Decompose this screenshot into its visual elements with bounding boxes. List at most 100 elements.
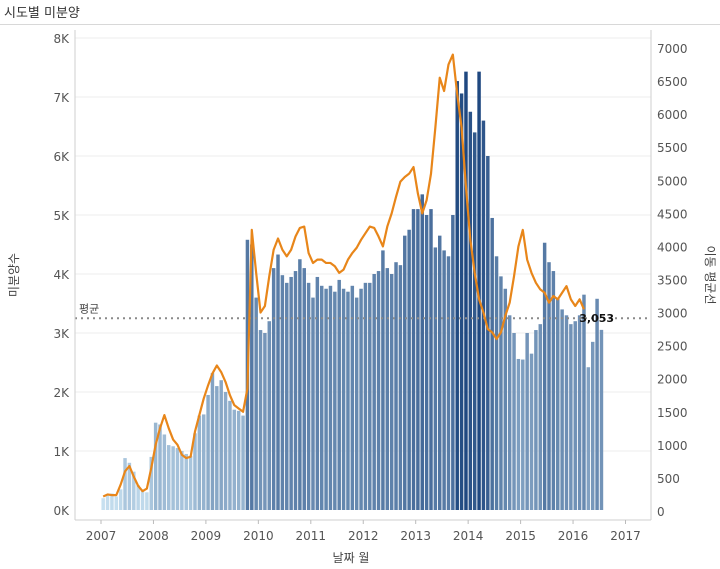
y2-tick-label: 3500 — [657, 274, 688, 288]
bar — [285, 282, 289, 510]
x-tick-label: 2007 — [86, 529, 117, 543]
bar — [114, 496, 119, 510]
bar — [407, 229, 411, 510]
bar — [219, 380, 223, 510]
bar — [276, 254, 280, 510]
bar — [215, 386, 219, 510]
bar — [368, 282, 372, 510]
bar — [534, 330, 538, 510]
bar — [228, 400, 232, 510]
bar — [595, 298, 599, 510]
bar — [236, 410, 241, 510]
bar — [438, 235, 442, 510]
bar — [464, 71, 468, 510]
bar — [132, 471, 136, 510]
bar — [153, 422, 158, 510]
y2-tick-label: 7000 — [657, 42, 688, 56]
y-axis-title: 미분양수 — [7, 253, 21, 297]
bar — [433, 247, 438, 510]
x-tick-label: 2008 — [138, 529, 169, 543]
bar — [315, 276, 320, 510]
bar — [446, 256, 451, 510]
bar-series — [101, 71, 604, 511]
bar — [140, 490, 145, 510]
y-tick-label: 8K — [53, 32, 70, 46]
bar — [162, 434, 167, 510]
bar — [350, 285, 355, 510]
bar — [271, 268, 276, 510]
x-tick-label: 2015 — [505, 529, 536, 543]
x-tick-label: 2010 — [243, 529, 274, 543]
y2-tick-label: 5500 — [657, 141, 688, 155]
bar — [298, 259, 302, 510]
bar — [210, 373, 215, 510]
bar — [232, 409, 237, 510]
bar — [306, 282, 311, 510]
bar — [149, 456, 153, 510]
sheet-title: 시도별 미분양 — [4, 6, 80, 21]
bar — [512, 333, 516, 510]
bar — [110, 493, 114, 510]
x-tick-label: 2013 — [400, 529, 431, 543]
x-tick-label: 2014 — [453, 529, 484, 543]
bar — [346, 291, 350, 510]
bar — [319, 285, 324, 510]
y2-tick-label: 1000 — [657, 439, 688, 453]
bar — [184, 453, 188, 510]
bar — [590, 341, 595, 510]
bar — [101, 498, 105, 510]
y-tick-label: 1K — [53, 445, 70, 459]
y-tick-label: 6K — [53, 150, 70, 164]
bar — [429, 209, 433, 510]
y2-tick-label: 4500 — [657, 207, 688, 221]
y2-tick-label: 3000 — [657, 307, 688, 321]
bar — [241, 415, 245, 510]
bar — [394, 262, 398, 510]
x-tick-label: 2012 — [348, 529, 379, 543]
bar — [389, 274, 394, 510]
bar — [324, 288, 328, 510]
bar — [582, 294, 586, 510]
bar — [538, 324, 542, 510]
bar — [341, 288, 346, 510]
bar — [494, 256, 499, 510]
bar — [573, 321, 577, 510]
bar — [293, 271, 298, 510]
y2-tick-label: 500 — [657, 472, 680, 486]
bar — [136, 485, 140, 510]
axes: 0K 1K 2K 3K 4K 5K 6K 7K 8K 0 500 1000 1500 2000 2500 30… — [53, 30, 688, 543]
bar — [333, 291, 337, 510]
bar — [420, 194, 424, 510]
bar — [451, 215, 455, 510]
bar — [250, 244, 254, 510]
bar — [516, 358, 521, 510]
y2-tick-label: 5000 — [657, 174, 688, 188]
bar — [193, 433, 197, 510]
bar — [398, 265, 403, 510]
bar — [424, 215, 429, 510]
bar — [416, 209, 420, 510]
y-tick-label: 3K — [53, 327, 70, 341]
x-tick-label: 2011 — [296, 529, 327, 543]
bar — [337, 279, 341, 510]
bar — [359, 288, 363, 510]
bar — [477, 71, 481, 510]
bar — [529, 353, 534, 510]
bar — [507, 315, 512, 510]
bar — [328, 285, 333, 510]
title-divider — [0, 24, 720, 25]
bar — [145, 492, 149, 510]
bar — [158, 424, 162, 510]
bar — [381, 250, 385, 510]
last-value-label: 3,053 — [579, 312, 614, 325]
bar — [455, 81, 459, 510]
bar — [180, 451, 184, 510]
bar — [263, 333, 267, 510]
bar — [171, 446, 175, 510]
bar — [385, 268, 390, 510]
bar — [490, 217, 494, 510]
bar — [560, 309, 564, 510]
y2-tick-label: 6000 — [657, 108, 688, 122]
y2-tick-label: 4000 — [657, 240, 688, 254]
